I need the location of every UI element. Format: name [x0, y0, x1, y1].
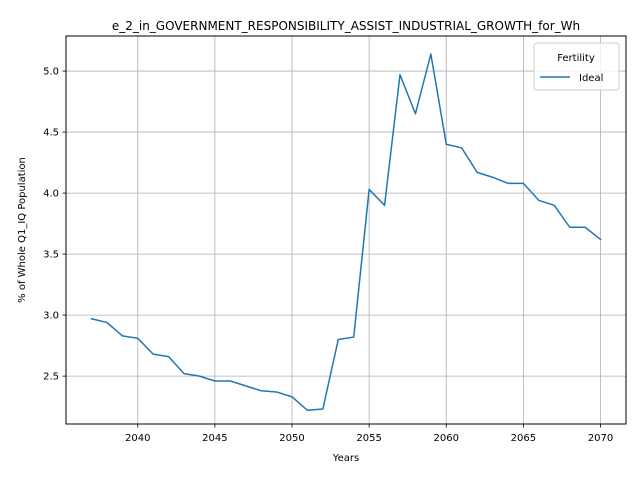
- legend: Fertility Ideal: [533, 42, 620, 91]
- plot-area: [66, 36, 626, 424]
- series-line-ideal: [90, 53, 602, 412]
- x-tick-label: 2070: [588, 433, 613, 444]
- x-tick-label: 2045: [202, 433, 227, 444]
- plot-frame: [65, 35, 627, 425]
- series-lines: [90, 53, 602, 412]
- x-tick-label: 2055: [356, 433, 381, 444]
- x-tick-label: 2050: [279, 433, 304, 444]
- chart-title: e_2_in_GOVERNMENT_RESPONSIBILITY_ASSIST_…: [112, 19, 580, 33]
- y-axis-ticks: 2.5 3.0 3.5 4.0 4.5 5.0: [43, 67, 66, 383]
- legend-label-ideal: Ideal: [579, 73, 603, 84]
- y-tick-label: 3.5: [43, 250, 59, 261]
- y-tick-label: 5.0: [43, 67, 59, 78]
- y-tick-label: 2.5: [43, 372, 59, 383]
- x-tick-label: 2040: [125, 433, 150, 444]
- y-tick-label: 4.0: [43, 189, 59, 200]
- y-axis-label: % of Whole Q1_IQ Population: [17, 157, 28, 303]
- x-axis-ticks: 2040 2045 2050 2055 2060 2065 2070: [125, 424, 613, 444]
- x-tick-label: 2065: [511, 433, 536, 444]
- y-tick-label: 4.5: [43, 128, 59, 139]
- legend-title: Fertility: [557, 53, 595, 64]
- x-axis-label: Years: [332, 453, 359, 464]
- y-tick-label: 3.0: [43, 311, 59, 322]
- x-tick-label: 2060: [434, 433, 459, 444]
- legend-box: [533, 42, 620, 91]
